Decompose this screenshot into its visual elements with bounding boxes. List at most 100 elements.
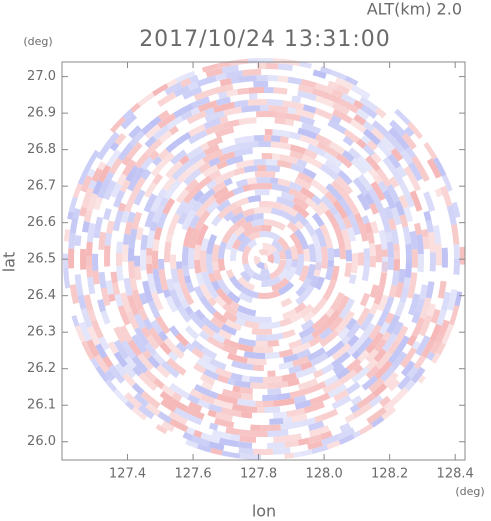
echo-cell xyxy=(365,155,381,172)
echo-cell xyxy=(327,247,335,268)
echo-cell xyxy=(171,398,188,412)
echo-cell xyxy=(251,328,273,336)
echo-cell xyxy=(411,311,421,324)
echo-cell xyxy=(408,173,422,192)
echo-cell xyxy=(286,221,299,233)
echo-cell xyxy=(270,135,281,143)
echo-cell xyxy=(230,247,238,262)
echo-cell xyxy=(229,300,240,311)
echo-cell xyxy=(298,325,316,339)
echo-cell xyxy=(99,124,110,136)
echo-cell xyxy=(221,388,242,400)
echo-cell xyxy=(241,375,250,383)
echo-cell xyxy=(375,350,393,370)
echo-cell xyxy=(93,196,103,211)
echo-cell xyxy=(215,190,235,206)
echo-cell xyxy=(260,424,281,432)
echo-cell xyxy=(86,192,98,212)
echo-cell xyxy=(266,250,273,257)
echo-cell xyxy=(282,329,296,339)
echo-cell xyxy=(216,160,228,170)
echo-cell xyxy=(304,222,317,237)
echo-cell xyxy=(177,305,192,323)
echo-cell xyxy=(154,282,164,295)
echo-cell xyxy=(251,315,272,324)
echo-cell xyxy=(289,245,299,261)
echo-cell xyxy=(276,111,286,119)
echo-cell xyxy=(181,411,203,426)
echo-cell xyxy=(274,117,286,125)
echo-cell xyxy=(310,233,321,249)
echo-cell xyxy=(217,328,233,341)
echo-cell xyxy=(184,178,199,193)
echo-cell xyxy=(381,332,398,352)
echo-cell xyxy=(349,118,367,134)
echo-cell xyxy=(132,176,146,195)
echo-cell xyxy=(104,369,116,382)
echo-cell xyxy=(270,141,292,150)
x-tick-label: 128.2 xyxy=(371,467,408,482)
echo-cell xyxy=(246,357,267,366)
echo-cell xyxy=(203,144,220,156)
echo-cell xyxy=(225,269,235,279)
echo-cell xyxy=(221,344,238,355)
echo-cell xyxy=(297,437,310,446)
echo-cell xyxy=(175,341,188,353)
echo-cell xyxy=(121,108,134,120)
echo-cell xyxy=(105,131,120,148)
echo-cell xyxy=(134,266,142,281)
echo-cell xyxy=(140,249,147,271)
echo-cell xyxy=(415,298,425,313)
y-tick-label: 27.0 xyxy=(27,69,56,84)
echo-cell xyxy=(368,394,383,408)
echo-cell xyxy=(297,171,314,185)
plot-frame xyxy=(61,61,466,461)
echo-cell xyxy=(215,287,234,306)
echo-cell xyxy=(256,74,268,82)
echo-cell xyxy=(146,247,153,256)
echo-cell xyxy=(265,351,280,359)
echo-cell xyxy=(346,336,366,356)
echo-cell xyxy=(168,325,180,337)
echo-cell xyxy=(210,316,224,329)
echo-cell xyxy=(218,151,236,163)
echo-cell xyxy=(308,335,323,347)
echo-cell xyxy=(453,244,460,259)
echo-cell xyxy=(106,220,115,234)
echo-cell xyxy=(201,324,216,338)
echo-cell xyxy=(328,141,346,155)
echo-cell xyxy=(371,120,391,139)
echo-cell xyxy=(393,387,409,403)
echo-cell xyxy=(184,439,199,450)
echo-cell xyxy=(372,383,388,398)
echo-cell xyxy=(338,298,355,320)
echo-cell xyxy=(165,141,179,153)
echo-cell xyxy=(127,211,136,223)
echo-cell xyxy=(138,292,148,305)
echo-cell xyxy=(204,107,215,116)
echo-cell xyxy=(295,285,307,297)
echo-cell xyxy=(403,165,414,177)
echo-cell xyxy=(173,103,194,119)
echo-cell xyxy=(242,225,262,238)
echo-cell xyxy=(337,169,353,186)
echo-cell xyxy=(197,399,210,409)
echo-cell xyxy=(289,232,304,255)
echo-cell xyxy=(357,252,365,266)
echo-cell xyxy=(207,58,220,65)
echo-cell xyxy=(299,134,320,147)
echo-cell xyxy=(89,357,100,370)
echo-cell xyxy=(157,91,177,107)
echo-cell xyxy=(271,207,292,220)
echo-cell xyxy=(142,318,154,331)
echo-cell xyxy=(312,69,327,79)
echo-cell xyxy=(295,365,317,379)
echo-cell xyxy=(309,392,331,406)
echo-cell xyxy=(378,272,388,291)
echo-cell xyxy=(205,67,223,78)
echo-cell xyxy=(239,435,257,443)
echo-cell xyxy=(283,259,292,271)
echo-cell xyxy=(211,243,220,263)
echo-cell xyxy=(247,195,261,203)
echo-cell xyxy=(419,297,432,320)
